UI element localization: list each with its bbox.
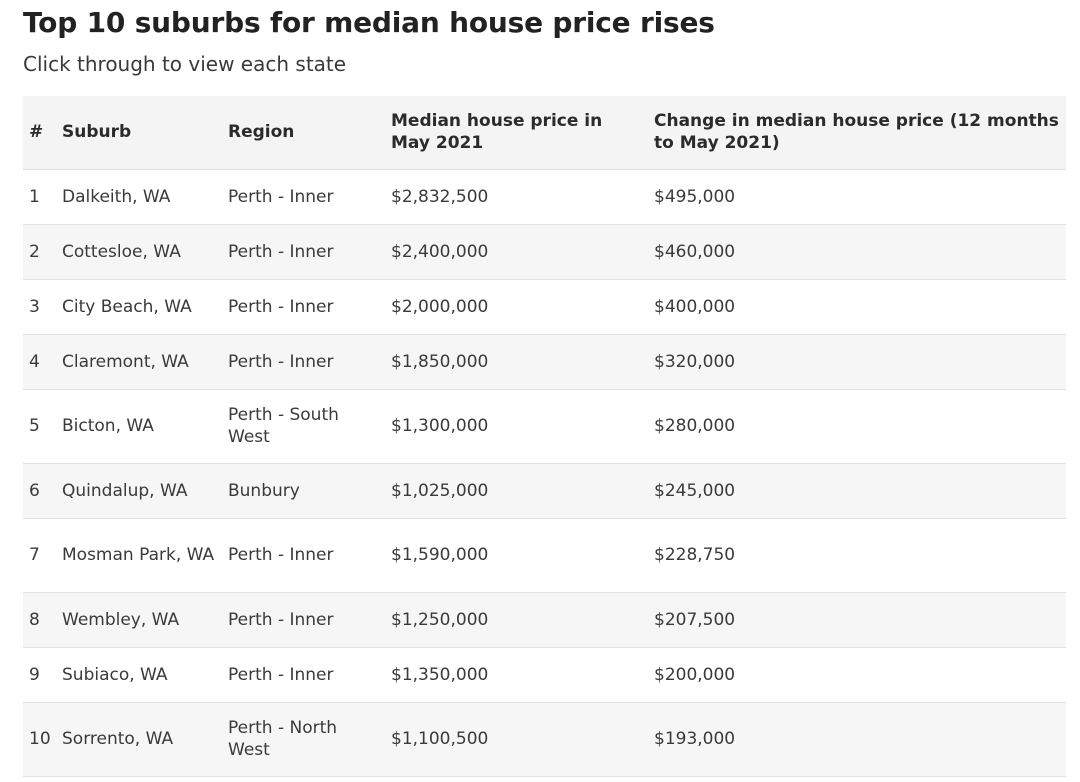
table-row: 10 Sorrento, WA Perth - North West $1,10… — [23, 702, 1066, 777]
cell-region: Perth - Inner — [222, 334, 385, 390]
cell-suburb: Cottesloe, WA — [56, 224, 222, 280]
page-title: Top 10 suburbs for median house price ri… — [23, 6, 715, 39]
cell-region: Perth - Inner — [222, 647, 385, 703]
table-row: 4 Claremont, WA Perth - Inner $1,850,000… — [23, 334, 1066, 390]
cell-median-price: $1,250,000 — [385, 592, 648, 648]
cell-region: Bunbury — [222, 463, 385, 519]
cell-price-change: $320,000 — [648, 334, 1066, 390]
cell-suburb: Subiaco, WA — [56, 647, 222, 703]
cell-region: Perth - Inner — [222, 169, 385, 225]
header-suburb: Suburb — [56, 96, 222, 170]
cell-rank: 1 — [23, 169, 56, 225]
table-row: 8 Wembley, WA Perth - Inner $1,250,000 $… — [23, 592, 1066, 648]
header-price-change: Change in median house price (12 months … — [648, 96, 1066, 170]
cell-price-change: $200,000 — [648, 647, 1066, 703]
cell-price-change: $460,000 — [648, 224, 1066, 280]
cell-price-change: $280,000 — [648, 389, 1066, 464]
cell-suburb: Bicton, WA — [56, 389, 222, 464]
cell-rank: 5 — [23, 389, 56, 464]
cell-rank: 8 — [23, 592, 56, 648]
cell-price-change: $245,000 — [648, 463, 1066, 519]
table-row: 6 Quindalup, WA Bunbury $1,025,000 $245,… — [23, 463, 1066, 519]
cell-suburb: City Beach, WA — [56, 279, 222, 335]
cell-price-change: $495,000 — [648, 169, 1066, 225]
cell-region: Perth - South West — [222, 389, 385, 464]
cell-rank: 9 — [23, 647, 56, 703]
table-header: # Suburb Region Median house price in Ma… — [23, 96, 1066, 170]
cell-median-price: $1,100,500 — [385, 702, 648, 777]
table-row: 2 Cottesloe, WA Perth - Inner $2,400,000… — [23, 224, 1066, 280]
cell-median-price: $1,300,000 — [385, 389, 648, 464]
table-row: 9 Subiaco, WA Perth - Inner $1,350,000 $… — [23, 647, 1066, 703]
cell-price-change: $207,500 — [648, 592, 1066, 648]
header-median-price: Median house price in May 2021 — [385, 96, 648, 170]
cell-median-price: $1,350,000 — [385, 647, 648, 703]
suburbs-table: # Suburb Region Median house price in Ma… — [23, 96, 1066, 777]
cell-suburb: Wembley, WA — [56, 592, 222, 648]
cell-median-price: $2,832,500 — [385, 169, 648, 225]
cell-rank: 3 — [23, 279, 56, 335]
table-row: 3 City Beach, WA Perth - Inner $2,000,00… — [23, 279, 1066, 335]
cell-price-change: $228,750 — [648, 518, 1066, 593]
table-row: 5 Bicton, WA Perth - South West $1,300,0… — [23, 389, 1066, 464]
table-row: 1 Dalkeith, WA Perth - Inner $2,832,500 … — [23, 169, 1066, 225]
page-subtitle: Click through to view each state — [23, 52, 347, 76]
cell-median-price: $2,000,000 — [385, 279, 648, 335]
cell-rank: 10 — [23, 702, 56, 777]
cell-suburb: Dalkeith, WA — [56, 169, 222, 225]
cell-region: Perth - Inner — [222, 518, 385, 593]
cell-rank: 2 — [23, 224, 56, 280]
cell-price-change: $193,000 — [648, 702, 1066, 777]
cell-region: Perth - Inner — [222, 279, 385, 335]
cell-rank: 7 — [23, 518, 56, 593]
header-row: # Suburb Region Median house price in Ma… — [23, 96, 1066, 170]
cell-suburb: Sorrento, WA — [56, 702, 222, 777]
cell-median-price: $1,850,000 — [385, 334, 648, 390]
cell-price-change: $400,000 — [648, 279, 1066, 335]
cell-rank: 4 — [23, 334, 56, 390]
header-rank: # — [23, 96, 56, 170]
cell-suburb: Mosman Park, WA — [56, 518, 222, 593]
cell-suburb: Claremont, WA — [56, 334, 222, 390]
cell-median-price: $2,400,000 — [385, 224, 648, 280]
table-row: 7 Mosman Park, WA Perth - Inner $1,590,0… — [23, 518, 1066, 593]
cell-rank: 6 — [23, 463, 56, 519]
cell-region: Perth - North West — [222, 702, 385, 777]
cell-suburb: Quindalup, WA — [56, 463, 222, 519]
cell-region: Perth - Inner — [222, 592, 385, 648]
cell-region: Perth - Inner — [222, 224, 385, 280]
cell-median-price: $1,025,000 — [385, 463, 648, 519]
header-region: Region — [222, 96, 385, 170]
cell-median-price: $1,590,000 — [385, 518, 648, 593]
table-body: 1 Dalkeith, WA Perth - Inner $2,832,500 … — [23, 169, 1066, 777]
